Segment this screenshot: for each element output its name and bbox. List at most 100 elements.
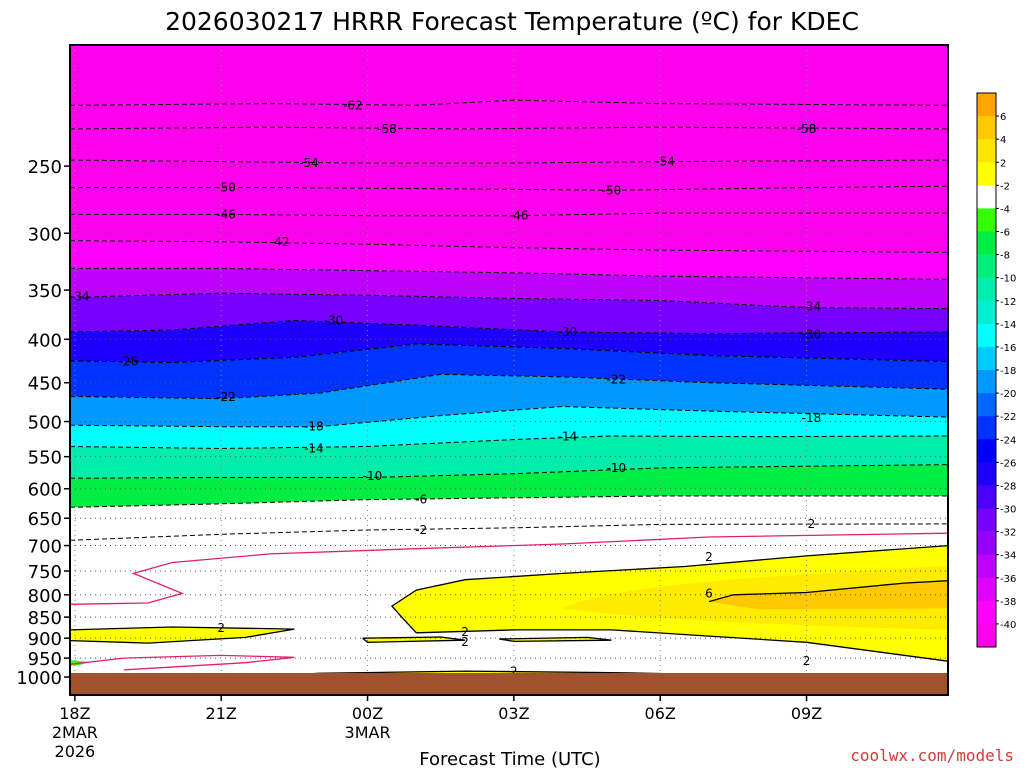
colorbar-swatch-1 <box>977 116 996 140</box>
isotherm--54 <box>70 159 948 164</box>
contour-label-9: -42 <box>270 235 290 249</box>
colorbar-swatch-5 <box>977 208 996 232</box>
isotherm-warm-2-4 <box>499 636 612 643</box>
isotherm--26 <box>70 343 948 364</box>
colorbar-swatch-4 <box>977 185 996 209</box>
isotherm--10 <box>70 464 948 479</box>
x-tick-date-00Z: 3MAR <box>345 723 391 742</box>
colorbar-label-8: -12 <box>1000 297 1016 308</box>
y-tick-label-450: 450 <box>28 374 62 395</box>
contour-label-21: -14 <box>558 430 578 444</box>
y-tick-label-800: 800 <box>28 586 62 607</box>
colorbar-swatch-8 <box>977 277 996 302</box>
contour-label-11: -34 <box>802 300 822 314</box>
contour-label-16: -22 <box>216 390 236 404</box>
x-tick-date-18Z: 2MAR <box>52 723 98 742</box>
y-tick-label-550: 550 <box>28 448 62 469</box>
contour-label-5: -50 <box>216 181 236 195</box>
colorbar-label-11: -18 <box>1000 366 1016 377</box>
colorbar-swatch-22 <box>977 600 996 625</box>
y-tick-label-750: 750 <box>28 562 62 583</box>
contour-label-7: -46 <box>216 207 236 221</box>
y-axis: 2503003504004505005506006507007508008509… <box>16 157 70 689</box>
y-tick-label-650: 650 <box>28 509 62 530</box>
colorbar-swatch-15 <box>977 439 996 463</box>
y-tick-label-350: 350 <box>28 281 62 302</box>
colorbar-label-13: -22 <box>1000 412 1016 423</box>
contour-label-27: 2 <box>705 550 713 564</box>
y-tick-label-900: 900 <box>28 629 62 650</box>
contour-label-8: -46 <box>509 209 529 223</box>
band--38 <box>70 240 948 280</box>
isotherm--30 <box>70 319 948 335</box>
chart-title: 2026030217 HRRR Forecast Temperature (ºC… <box>165 7 859 36</box>
contour-label-23: -10 <box>607 461 627 475</box>
colorbar-label-10: -16 <box>1000 343 1016 354</box>
colorbar-label-17: -30 <box>1000 505 1016 516</box>
isotherm--46 <box>70 212 948 217</box>
contour-label-18: -18 <box>304 420 324 434</box>
warm-lobe-2 <box>70 627 295 644</box>
contour-label-32: 2 <box>803 654 811 668</box>
isotherm-warm-2-1 <box>416 629 948 662</box>
contour-label-15: -26 <box>119 355 139 369</box>
colorbar-swatch-7 <box>977 254 996 278</box>
x-tick-label-18Z: 18Z <box>59 704 90 723</box>
x-tick-label-06Z: 06Z <box>645 704 676 723</box>
isotherm-0-0 <box>70 532 948 605</box>
contour-label-4: -54 <box>655 155 675 169</box>
band--58 <box>70 100 948 129</box>
contour-label-13: -30 <box>558 325 578 339</box>
band--50 <box>70 160 948 191</box>
contour-label-0: -62 <box>343 98 363 112</box>
contour-label-26: 2 <box>808 517 816 531</box>
contour-label-24: -6 <box>415 493 427 507</box>
colorbar-label-15: -26 <box>1000 458 1016 469</box>
y-tick-label-950: 950 <box>28 649 62 670</box>
contour-label-25: -2 <box>415 523 427 537</box>
isotherm--18 <box>70 405 948 428</box>
contour-label-12: -30 <box>324 313 344 327</box>
band--2 <box>70 496 948 541</box>
y-tick-label-600: 600 <box>28 480 62 501</box>
x-tick-label-09Z: 09Z <box>791 704 822 723</box>
gridlines <box>70 45 948 695</box>
colorbar-label-4: -4 <box>1000 204 1010 215</box>
x-axis-title: Forecast Time (UTC) <box>419 749 600 768</box>
colorbar-swatch-23 <box>977 623 996 648</box>
band--14 <box>70 406 948 449</box>
contour-label-6: -50 <box>602 183 622 197</box>
contour-label-1: -58 <box>377 122 397 136</box>
isotherm-warm-2-0 <box>390 544 948 634</box>
colorbar-swatch-21 <box>977 577 996 602</box>
contour-label-28: 6 <box>705 586 713 600</box>
plot-frame <box>69 44 949 696</box>
colorbar-swatch-16 <box>977 462 996 486</box>
isotherm--50 <box>70 185 948 191</box>
colorbar-swatch-19 <box>977 531 996 555</box>
warm-core-6 <box>709 580 948 610</box>
band--6 <box>70 464 948 508</box>
colorbar-swatch-14 <box>977 416 996 440</box>
colorbar-swatch-0 <box>977 93 996 117</box>
colorbar-label-3: -2 <box>1000 181 1010 192</box>
isotherm-warm-2-2 <box>70 626 295 644</box>
contour-label-10: -34 <box>70 289 90 303</box>
colorbar-swatch-9 <box>977 300 996 325</box>
isotherm--62 <box>70 99 948 106</box>
colorbar-swatch-20 <box>977 554 996 579</box>
y-tick-label-1000: 1000 <box>16 668 62 689</box>
colorbar-label-19: -34 <box>1000 551 1016 562</box>
contour-label-2: -58 <box>797 122 817 136</box>
colorbar-swatch-11 <box>977 346 996 371</box>
isotherm-warm-2-3 <box>362 636 466 643</box>
isotherm--2 <box>70 523 948 541</box>
watermark: coolwx.com/models <box>850 746 1014 765</box>
colorbar-swatch-3 <box>977 162 996 186</box>
colorbar-label-18: -32 <box>1000 528 1016 539</box>
x-tick-label-21Z: 21Z <box>206 704 237 723</box>
band--18 <box>70 374 948 427</box>
x-tick-label-00Z: 00Z <box>352 704 383 723</box>
colorbar-label-0: 6 <box>1000 112 1006 123</box>
colorbar-label-22: -40 <box>1000 620 1016 631</box>
